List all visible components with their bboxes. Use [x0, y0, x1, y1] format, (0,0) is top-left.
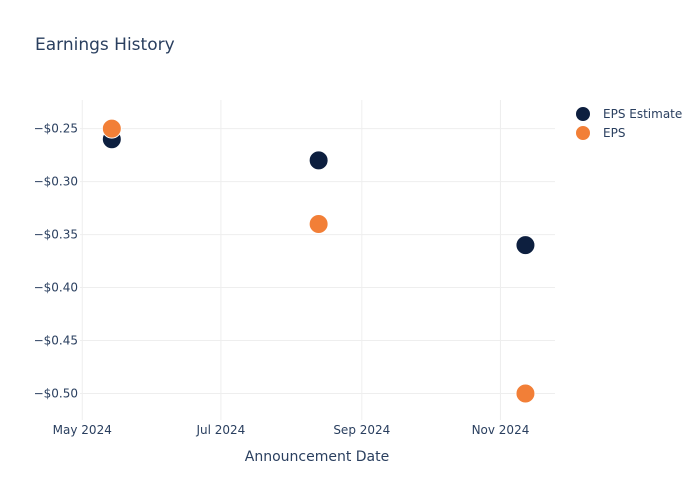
x-axis-title: Announcement Date [245, 449, 389, 465]
y-tick-label: −$0.25 [34, 122, 78, 136]
scatter-point [308, 213, 329, 234]
x-tick-label: Sep 2024 [333, 423, 390, 437]
scatter-point [515, 383, 536, 404]
legend-label: EPS [603, 126, 625, 140]
data-points [101, 118, 536, 404]
y-tick-label: −$0.35 [34, 228, 78, 242]
grid [80, 100, 555, 420]
legend-marker [575, 106, 591, 122]
scatter-point [101, 118, 122, 139]
y-tick-label: −$0.50 [34, 387, 78, 401]
x-tick-label: Jul 2024 [195, 423, 245, 437]
scatter-point [515, 235, 536, 256]
legend: EPS Estimate EPS [575, 106, 682, 141]
chart-title: Earnings History [35, 35, 175, 55]
scatter-point [308, 150, 329, 171]
x-tick-label: Nov 2024 [472, 423, 530, 437]
y-tick-label: −$0.40 [34, 281, 78, 295]
x-tick-label: May 2024 [53, 423, 112, 437]
y-axis-ticks: −$0.25 −$0.30 −$0.35 −$0.40 −$0.45 −$0.50 [34, 122, 78, 401]
legend-marker [575, 125, 591, 141]
y-tick-label: −$0.45 [34, 334, 78, 348]
x-axis-ticks: May 2024 Jul 2024 Sep 2024 Nov 2024 [53, 423, 530, 437]
y-tick-label: −$0.30 [34, 175, 78, 189]
legend-label: EPS Estimate [603, 107, 682, 121]
